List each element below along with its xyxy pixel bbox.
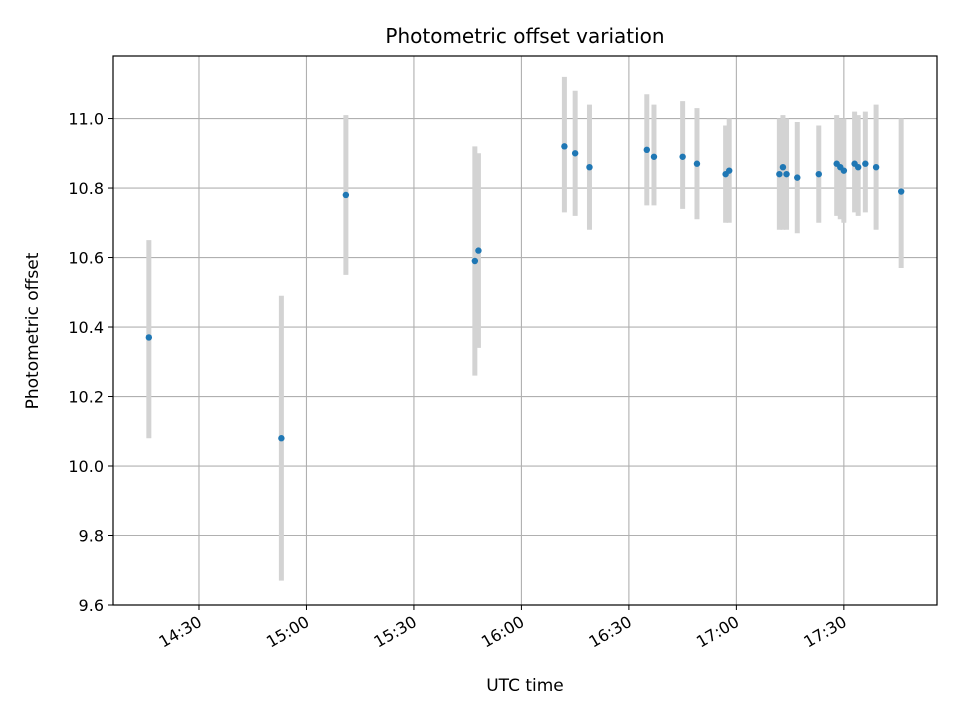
grid-layer bbox=[113, 56, 937, 606]
plot-frame bbox=[112, 55, 938, 606]
x-tick-label: 17:00 bbox=[693, 612, 742, 652]
data-point bbox=[726, 167, 733, 174]
data-point bbox=[471, 257, 479, 265]
x-tick-label: 17:30 bbox=[800, 612, 849, 652]
data-point bbox=[145, 334, 153, 341]
errorbar-layer bbox=[146, 76, 904, 581]
data-point bbox=[561, 143, 568, 150]
data-point bbox=[278, 435, 285, 442]
y-tick-label: 10.8 bbox=[68, 179, 104, 198]
x-tick-label: 16:30 bbox=[585, 612, 634, 652]
data-point bbox=[679, 153, 686, 160]
point-layer bbox=[145, 143, 905, 442]
y-tick-label: 9.8 bbox=[79, 527, 104, 546]
data-point bbox=[776, 170, 783, 178]
data-point bbox=[897, 188, 905, 195]
data-point bbox=[779, 163, 787, 171]
data-point bbox=[862, 160, 869, 167]
y-tick-label: 10.6 bbox=[68, 249, 104, 268]
chart-title: Photometric offset variation bbox=[385, 24, 664, 48]
x-tick-label: 15:30 bbox=[371, 612, 420, 652]
data-point bbox=[872, 163, 880, 171]
x-axis-title: UTC time bbox=[486, 676, 564, 696]
data-point bbox=[571, 150, 579, 157]
data-point bbox=[854, 163, 862, 171]
y-tick-label: 11.0 bbox=[68, 110, 104, 129]
data-point bbox=[586, 163, 593, 171]
y-tick-label: 9.6 bbox=[79, 596, 104, 615]
data-point bbox=[342, 191, 350, 199]
data-point bbox=[693, 160, 701, 167]
y-axis-title: Photometric offset bbox=[23, 252, 43, 409]
data-point bbox=[643, 146, 651, 154]
data-point bbox=[794, 174, 801, 181]
x-tick-label: 16:00 bbox=[478, 612, 527, 652]
y-tick-label: 10.0 bbox=[68, 457, 104, 476]
data-point bbox=[650, 153, 658, 160]
x-tick-label: 14:30 bbox=[156, 612, 205, 652]
data-point bbox=[475, 247, 482, 254]
y-tick-label: 10.4 bbox=[68, 318, 104, 337]
y-tick-label: 10.2 bbox=[68, 388, 104, 407]
tick-layer: 14:30 15:00 15:30 16:00 16:30 17:00 17:30 9.6 9.… bbox=[68, 110, 849, 652]
x-tick-label: 15:00 bbox=[263, 612, 312, 652]
data-point bbox=[840, 167, 848, 174]
data-point bbox=[783, 170, 790, 178]
data-point bbox=[815, 170, 822, 178]
